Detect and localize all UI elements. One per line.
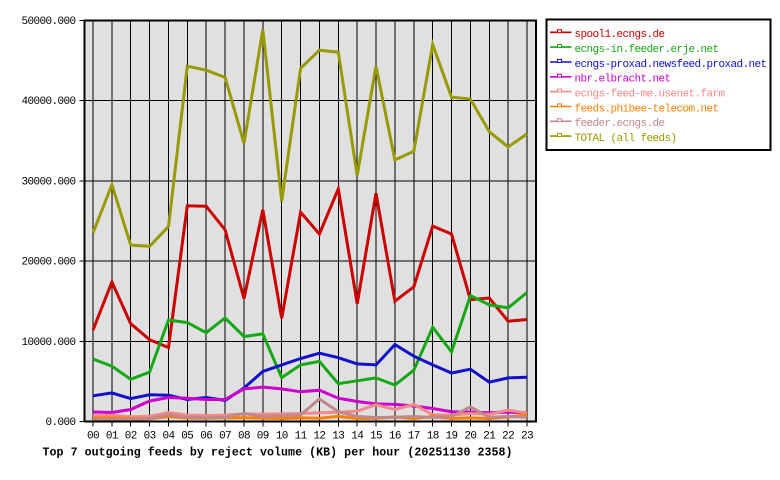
svg-text:TOTAL (all feeds): TOTAL (all feeds) [575, 133, 677, 145]
svg-text:50000.000: 50000.000 [21, 16, 75, 28]
svg-text:11: 11 [295, 431, 308, 443]
svg-text:21: 21 [483, 431, 496, 443]
svg-text:30000.000: 30000.000 [21, 176, 75, 188]
svg-text:spool1.ecngs.de: spool1.ecngs.de [575, 29, 665, 41]
svg-text:19: 19 [445, 431, 457, 443]
svg-text:0.000: 0.000 [45, 417, 75, 429]
svg-text:feeds.phibee-telecom.net: feeds.phibee-telecom.net [575, 103, 719, 115]
svg-text:04: 04 [162, 431, 175, 443]
svg-text:12: 12 [313, 431, 325, 443]
svg-text:07: 07 [219, 431, 231, 443]
svg-text:13: 13 [332, 431, 344, 443]
svg-text:00: 00 [87, 431, 99, 443]
svg-text:10: 10 [276, 431, 288, 443]
svg-text:23: 23 [521, 431, 533, 443]
svg-text:05: 05 [181, 431, 193, 443]
svg-text:20: 20 [464, 431, 476, 443]
svg-text:17: 17 [408, 431, 420, 443]
svg-text:Top 7 outgoing feeds by reject: Top 7 outgoing feeds by reject volume (K… [43, 447, 513, 460]
svg-text:ecngs-proxad.newsfeed.proxad.n: ecngs-proxad.newsfeed.proxad.net [575, 59, 767, 71]
svg-text:03: 03 [144, 431, 156, 443]
svg-text:01: 01 [106, 431, 119, 443]
svg-text:08: 08 [238, 431, 250, 443]
svg-text:ecngs-feed-me.usenet.farm: ecngs-feed-me.usenet.farm [575, 89, 726, 101]
svg-text:09: 09 [257, 431, 269, 443]
svg-text:06: 06 [200, 431, 212, 443]
svg-text:16: 16 [389, 431, 401, 443]
svg-text:40000.000: 40000.000 [21, 96, 75, 108]
svg-text:nbr.elbracht.net: nbr.elbracht.net [575, 74, 671, 86]
svg-text:20000.000: 20000.000 [21, 257, 75, 269]
svg-text:ecngs-in.feeder.erje.net: ecngs-in.feeder.erje.net [575, 44, 719, 56]
svg-text:14: 14 [351, 431, 364, 443]
svg-text:22: 22 [502, 431, 514, 443]
svg-text:18: 18 [427, 431, 439, 443]
svg-text:feeder.ecngs.de: feeder.ecngs.de [575, 118, 665, 130]
svg-text:02: 02 [125, 431, 137, 443]
svg-text:10000.000: 10000.000 [21, 337, 75, 349]
svg-text:15: 15 [370, 431, 382, 443]
